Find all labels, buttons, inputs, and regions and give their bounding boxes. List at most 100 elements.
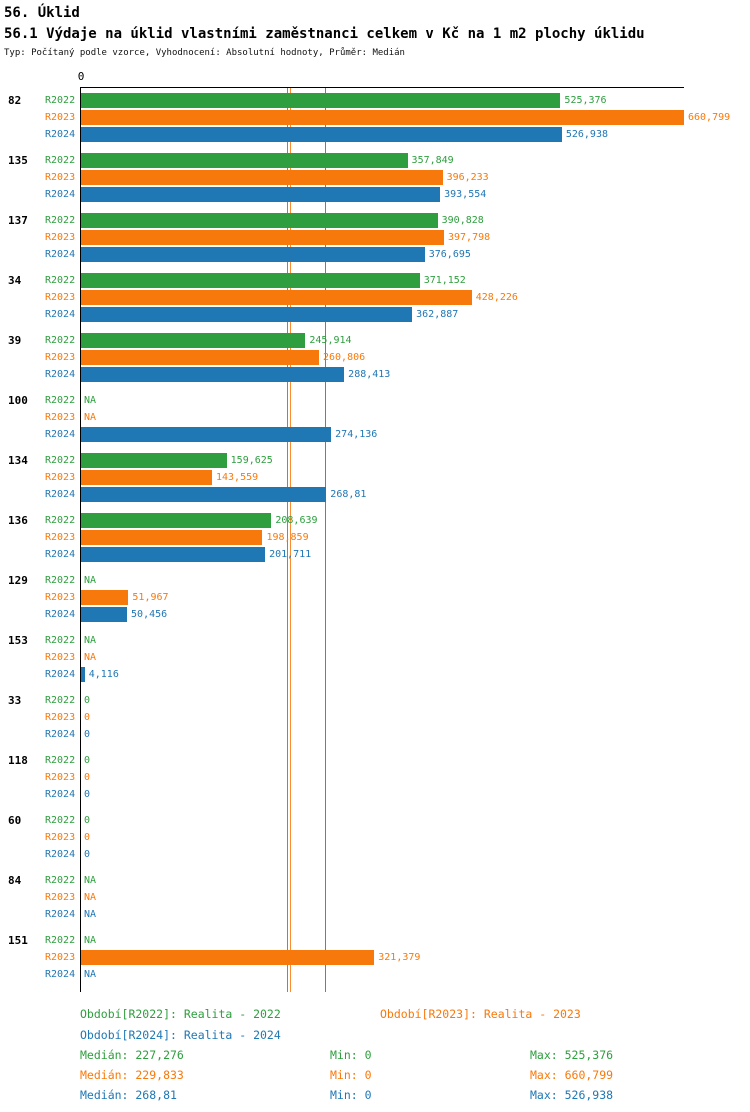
value-label: 50,456: [131, 609, 168, 620]
value-label: 260,806: [322, 352, 366, 363]
bar: [81, 170, 443, 185]
series-label: R2022: [45, 575, 76, 586]
bar: [81, 230, 444, 245]
bar-row: R2023 143,559: [0, 469, 750, 486]
bar-chart: 0 82 R2022 525,376 R2023 660,799 R2024 526,938…: [0, 70, 750, 992]
chart-plot-area: 0 82 R2022 525,376 R2023 660,799 R2024 526,938…: [0, 70, 750, 992]
value-label: 143,559: [216, 472, 259, 483]
bar: [81, 607, 128, 622]
group-id-label: 153: [8, 634, 28, 647]
series-label: R2022: [45, 95, 76, 106]
bar: [81, 513, 272, 528]
median-line-R2023: [289, 88, 291, 992]
value-label: NA: [84, 935, 97, 946]
value-label: 201,711: [269, 549, 312, 560]
value-label: 525,376: [564, 95, 607, 106]
bar-row: 34 R2022 371,152: [0, 272, 750, 289]
bar-row: R2024 288,413: [0, 366, 750, 383]
value-label: 390,828: [441, 215, 484, 226]
value-label: 357,849: [411, 155, 454, 166]
value-label: 321,379: [378, 952, 421, 963]
bar-group: 134 R2022 159,625 R2023 143,559 R2024 268,81: [0, 452, 750, 503]
value-label: 371,152: [423, 275, 466, 286]
bar-row: R2023 NA: [0, 649, 750, 666]
bar-row: 129 R2022 NA: [0, 572, 750, 589]
bar: [81, 530, 263, 545]
value-label: 0: [84, 849, 91, 860]
bar-row: R2024 NA: [0, 966, 750, 983]
bar-row: R2024 393,554: [0, 186, 750, 203]
series-label: R2023: [45, 532, 76, 543]
value-label: NA: [84, 969, 97, 980]
bar-group: 100 R2022 NA R2023 NA R2024 274,136: [0, 392, 750, 443]
group-id-label: 137: [8, 214, 28, 227]
series-label: R2024: [45, 129, 76, 140]
series-label: R2024: [45, 549, 76, 560]
group-id-label: 33: [8, 694, 22, 707]
bar-group: 129 R2022 NA R2023 51,967 R2024 50,456: [0, 572, 750, 623]
stat-median-r2024: Medián: 268,81: [80, 1088, 177, 1102]
bar: [81, 187, 441, 202]
legend-item-r2024: Období[R2024]: Realita - 2024: [80, 1028, 281, 1042]
bar-row: R2024 526,938: [0, 126, 750, 143]
bar: [81, 213, 438, 228]
series-label: R2023: [45, 892, 76, 903]
series-label: R2022: [45, 335, 76, 346]
series-label: R2024: [45, 669, 76, 680]
bar-row: R2024 50,456: [0, 606, 750, 623]
bar-row: 39 R2022 245,914: [0, 332, 750, 349]
stat-max-r2024: Max: 526,938: [530, 1088, 614, 1102]
bar: [81, 427, 332, 442]
series-label: R2022: [45, 875, 76, 886]
value-label: 397,798: [448, 232, 491, 243]
value-label: 0: [84, 789, 91, 800]
series-label: R2022: [45, 275, 76, 286]
series-label: R2024: [45, 969, 76, 980]
group-id-label: 136: [8, 514, 28, 527]
axis-zero-tick-label: 0: [77, 70, 85, 83]
series-label: R2024: [45, 849, 76, 860]
bar-row: R2023 660,799: [0, 109, 750, 126]
bar-row: R2023 0: [0, 709, 750, 726]
chart-meta-info: Typ: Počítaný podle vzorce, Vyhodnocení:…: [4, 48, 405, 58]
value-label: 4,116: [88, 669, 119, 680]
stat-median-r2023: Medián: 229,833: [80, 1068, 184, 1082]
bar: [81, 367, 345, 382]
series-label: R2022: [45, 815, 76, 826]
series-label: R2024: [45, 189, 76, 200]
value-label: 0: [84, 695, 91, 706]
bar-group: 153 R2022 NA R2023 NA R2024 4,116: [0, 632, 750, 683]
bar-group: 33 R2022 0 R2023 0 R2024 0: [0, 692, 750, 743]
bar-row: 151 R2022 NA: [0, 932, 750, 949]
series-label: R2024: [45, 249, 76, 260]
group-id-label: 151: [8, 934, 28, 947]
value-label: 362,887: [416, 309, 459, 320]
value-label: 208,639: [275, 515, 318, 526]
median-line-R2024: [325, 88, 327, 992]
bar-groups-container: 82 R2022 525,376 R2023 660,799 R2024 526,938 13…: [0, 87, 750, 983]
bar-row: R2023 321,379: [0, 949, 750, 966]
bar-row: 137 R2022 390,828: [0, 212, 750, 229]
bar-group: 135 R2022 357,849 R2023 396,233 R2024 393,554: [0, 152, 750, 203]
series-label: R2023: [45, 172, 76, 183]
bar-group: 60 R2022 0 R2023 0 R2024 0: [0, 812, 750, 863]
series-label: R2022: [45, 395, 76, 406]
value-label: 526,938: [565, 129, 608, 140]
bar-row: R2023 51,967: [0, 589, 750, 606]
series-label: R2022: [45, 935, 76, 946]
bar-row: R2023 428,226: [0, 289, 750, 306]
bar: [81, 93, 561, 108]
bar-row: R2024 201,711: [0, 546, 750, 563]
stat-min-r2024: Min: 0: [330, 1088, 372, 1102]
chart-header: 56. Úklid 56.1 Výdaje na úklid vlastními…: [0, 0, 750, 59]
value-label: NA: [84, 575, 97, 586]
bar: [81, 950, 375, 965]
series-label: R2024: [45, 609, 76, 620]
legend-item-r2022: Období[R2022]: Realita - 2022: [80, 1007, 281, 1021]
bar: [81, 153, 408, 168]
value-label: 159,625: [230, 455, 273, 466]
chart-footer: Období[R2022]: Realita - 2022 Období[R20…: [80, 1007, 750, 1107]
value-label: 288,413: [348, 369, 391, 380]
series-label: R2023: [45, 832, 76, 843]
bar-row: 33 R2022 0: [0, 692, 750, 709]
